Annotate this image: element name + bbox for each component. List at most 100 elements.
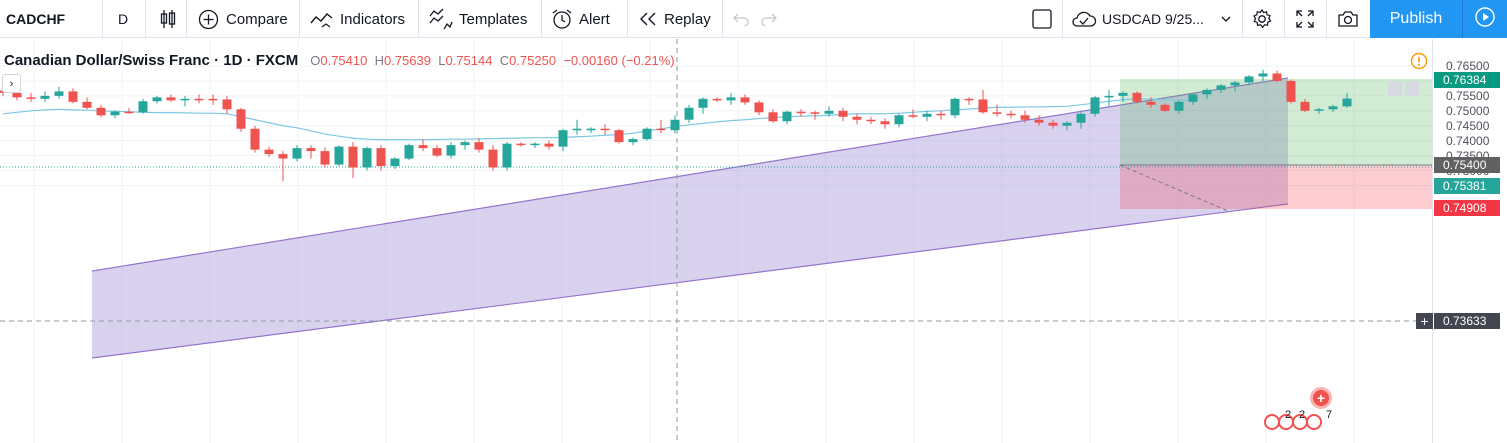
play-icon — [1474, 6, 1496, 33]
gear-icon — [1251, 8, 1273, 30]
fullscreen-checkbox-icon — [1031, 8, 1053, 30]
candle-body — [306, 148, 316, 152]
layout-name: USDCAD 9/25... — [1102, 11, 1204, 27]
indicators-button[interactable]: Indicators — [310, 0, 405, 38]
publish-label: Publish — [1389, 10, 1443, 27]
settings-button[interactable] — [1251, 0, 1273, 38]
candle-body — [1160, 104, 1170, 111]
economic-event-icon[interactable] — [1306, 414, 1322, 430]
interval-label: D — [118, 11, 129, 27]
indicators-label: Indicators — [340, 10, 406, 28]
redo-button[interactable] — [760, 0, 778, 38]
candle-body — [1188, 94, 1198, 102]
candle-body — [1342, 98, 1352, 107]
candle-body — [1132, 92, 1142, 102]
candle-body — [26, 97, 36, 99]
swiss-flag-event-icon[interactable]: + — [1310, 387, 1332, 409]
candle-body — [628, 139, 638, 143]
snapshot-button[interactable] — [1337, 0, 1359, 38]
symbol-search-button[interactable]: CADCHF — [6, 0, 65, 38]
candle-body — [138, 101, 148, 113]
candle-body — [68, 91, 78, 102]
event-count-badge: 2 — [1299, 409, 1306, 421]
alert-label: Alert — [579, 10, 610, 28]
toolbar-divider — [418, 0, 419, 38]
replay-icon — [638, 10, 658, 28]
stop-price-label: 0.74908 — [1434, 200, 1500, 216]
candle-body — [166, 97, 176, 101]
templates-button[interactable]: Templates — [429, 0, 527, 38]
candle-body — [96, 107, 106, 116]
candle-body — [54, 91, 64, 96]
replay-button[interactable]: Replay — [638, 0, 711, 38]
position-handle-updown[interactable] — [1405, 82, 1419, 96]
price-tick-label: 0.76500 — [1446, 59, 1490, 73]
candle-body — [810, 112, 820, 114]
candle-body — [712, 98, 722, 101]
compare-button[interactable]: Compare — [198, 0, 288, 38]
position-path-line — [1119, 164, 1229, 212]
candle-body — [264, 149, 274, 155]
bar-style-icon — [158, 8, 178, 30]
candle-body — [124, 111, 134, 114]
templates-label: Templates — [459, 10, 528, 28]
alert-button[interactable]: Alert — [551, 0, 610, 38]
candle-body — [852, 116, 862, 120]
candle-body — [194, 98, 204, 101]
candle-body — [782, 111, 792, 122]
candle-body — [152, 97, 162, 102]
camera-icon — [1337, 9, 1359, 29]
templates-icon — [429, 8, 453, 30]
candle-body — [1104, 95, 1114, 98]
price-tick-label: 0.74000 — [1446, 133, 1490, 148]
candle-body — [558, 130, 568, 147]
layout-menu-button[interactable]: USDCAD 9/25... — [1071, 0, 1231, 38]
candle-body — [586, 128, 596, 131]
toolbar-divider — [1326, 0, 1327, 38]
candle-body — [1048, 122, 1058, 126]
fullscreen-toggle[interactable] — [1031, 0, 1053, 38]
candle-body — [222, 99, 232, 110]
toolbar-divider — [186, 0, 187, 38]
candle-body — [670, 119, 680, 131]
candle-body — [460, 142, 470, 146]
warning-circle-icon[interactable] — [1410, 52, 1428, 75]
candle-body — [964, 98, 974, 101]
candle-body — [82, 101, 92, 108]
chart-style-button[interactable] — [158, 0, 178, 38]
price-chart[interactable] — [0, 39, 1507, 443]
candle-body — [1076, 113, 1086, 123]
candle-body — [110, 111, 120, 116]
candle-body — [516, 143, 526, 146]
toolbar-divider — [541, 0, 542, 38]
candle-body — [348, 146, 358, 168]
undo-button[interactable] — [732, 0, 750, 38]
candle-body — [1244, 76, 1254, 83]
candle-body — [530, 143, 540, 146]
channel-upper-line — [91, 77, 1289, 272]
position-handle-down[interactable] — [1388, 82, 1402, 96]
target-price-label: 0.76384 — [1434, 72, 1500, 88]
toolbar-divider — [102, 0, 103, 38]
change-value: −0.00160 (−0.21%) — [563, 52, 675, 68]
add-alert-plus-button[interactable]: + — [1416, 313, 1433, 329]
close-value: 0.75250 — [509, 52, 557, 68]
candle-body — [936, 113, 946, 116]
interval-button[interactable]: D — [118, 0, 128, 38]
toolbar-divider — [145, 0, 146, 38]
compare-label: Compare — [226, 10, 288, 28]
candle-body — [1146, 101, 1156, 105]
publish-button[interactable]: Publish — [1370, 0, 1462, 38]
candle-body — [614, 130, 624, 143]
legend-expand-button[interactable]: › — [2, 74, 21, 93]
price-tick-label: 0.75000 — [1446, 103, 1490, 118]
price-tick-label: 0.75500 — [1446, 88, 1490, 103]
candle-body — [950, 98, 960, 116]
fullscreen-button[interactable] — [1295, 0, 1315, 38]
candle-body — [390, 158, 400, 167]
channel-lower-line — [91, 203, 1289, 359]
moving-average-line — [2, 98, 1194, 141]
toolbar-divider — [1062, 0, 1063, 38]
play-button[interactable] — [1462, 0, 1507, 38]
